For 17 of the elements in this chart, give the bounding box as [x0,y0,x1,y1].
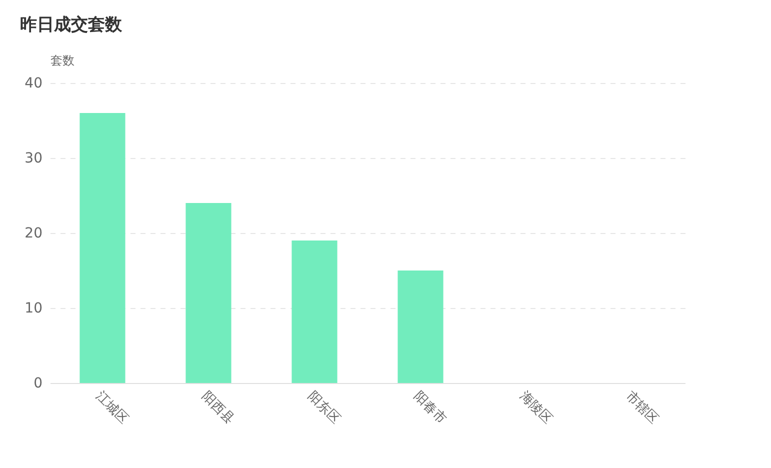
y-tick-label: 30 [24,150,42,166]
x-tick-label: 市辖区 [622,388,661,427]
y-tick-label: 10 [24,300,42,316]
bar [186,203,232,383]
x-tick-label: 海陵区 [516,388,555,427]
y-tick-label: 0 [34,376,42,392]
bar [80,113,126,383]
y-tick-label: 40 [24,76,42,92]
chart-title: 昨日成交套数 [20,15,123,35]
x-tick-label: 阳东区 [304,388,343,427]
x-tick-label: 阳西县 [198,388,237,427]
bar [292,240,338,383]
y-tick-label: 20 [24,226,42,242]
bar [398,270,444,383]
x-tick-label: 阳春市 [410,388,449,427]
y-axis-title: 套数 [50,54,74,68]
x-tick-label: 江城区 [92,388,131,427]
